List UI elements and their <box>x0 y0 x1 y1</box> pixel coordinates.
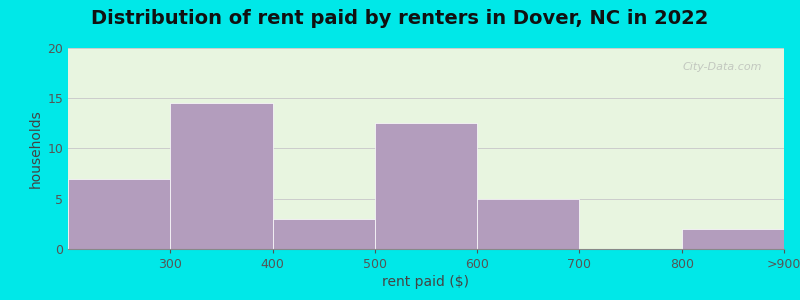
Bar <box>68 178 170 249</box>
Y-axis label: households: households <box>29 109 43 188</box>
Bar <box>375 123 477 249</box>
Text: City-Data.com: City-Data.com <box>683 62 762 72</box>
Bar <box>170 103 273 249</box>
Bar <box>477 199 579 249</box>
X-axis label: rent paid ($): rent paid ($) <box>382 275 470 289</box>
Bar <box>682 229 784 249</box>
Bar <box>273 219 375 249</box>
Text: Distribution of rent paid by renters in Dover, NC in 2022: Distribution of rent paid by renters in … <box>91 9 709 28</box>
